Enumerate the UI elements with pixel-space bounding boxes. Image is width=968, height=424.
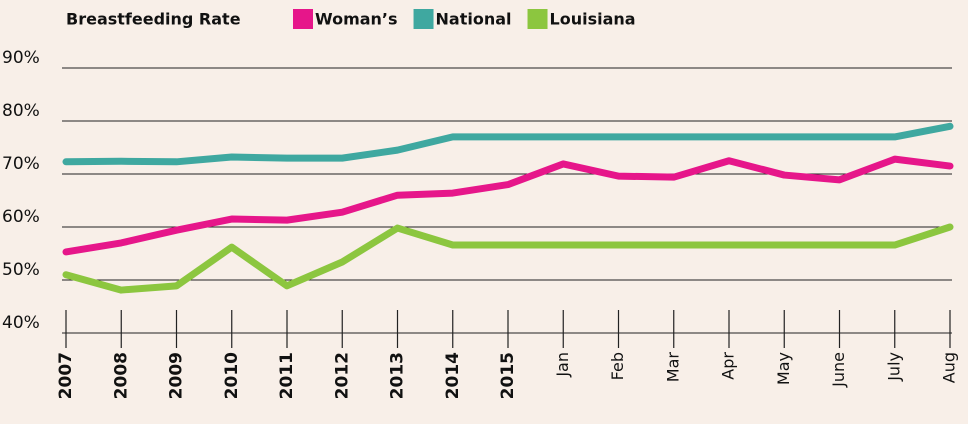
chart-title: Breastfeeding Rate [66, 10, 241, 29]
x-tick-label: May [774, 352, 793, 385]
x-tick-label: July [884, 352, 903, 382]
series-line [62, 155, 954, 256]
x-tick-label: Aug [940, 352, 959, 383]
y-tick-label: 50% [2, 260, 40, 280]
y-tick-label: 90% [2, 48, 40, 68]
x-tick-label: 2008 [111, 352, 131, 399]
legend-label: Woman’s [315, 10, 398, 29]
x-tick-label: Apr [719, 352, 738, 380]
legend-swatch [527, 9, 548, 29]
x-tick-label: Mar [663, 352, 682, 383]
x-tick-label: 2009 [167, 352, 187, 399]
x-tick-label: June [829, 352, 848, 388]
legend-swatch [293, 9, 313, 29]
x-tick-label: 2011 [277, 352, 297, 399]
x-tick-label: 2013 [388, 352, 408, 399]
series-line [62, 122, 954, 166]
x-tick-label: 2014 [443, 352, 463, 399]
legend-swatch [413, 9, 434, 29]
y-tick-label: 70% [2, 154, 40, 174]
x-tick-label: Jan [553, 352, 572, 378]
x-tick-label: Feb [608, 352, 627, 380]
x-tick-label: 2012 [332, 352, 352, 399]
x-tick-label: 2007 [56, 352, 76, 399]
x-tick-label: 2015 [498, 352, 518, 399]
y-tick-label: 80% [2, 101, 40, 121]
legend-label: Louisiana [550, 10, 636, 29]
y-tick-label: 60% [2, 207, 40, 227]
x-tick-label: 2010 [222, 352, 242, 399]
y-tick-label: 40% [2, 313, 40, 333]
series-line [62, 223, 954, 294]
legend-label: National [436, 10, 512, 29]
